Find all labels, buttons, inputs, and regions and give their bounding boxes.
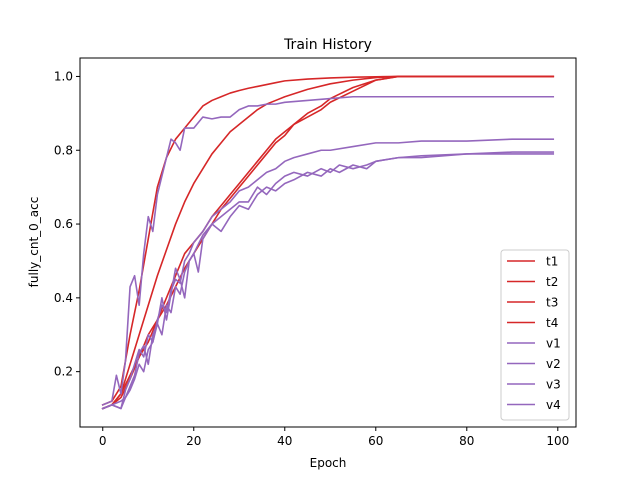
y-tick-label: 0.4 <box>54 291 73 305</box>
y-tick-label: 0.2 <box>54 365 73 379</box>
legend-label-v4: v4 <box>546 398 561 412</box>
legend-label-t1: t1 <box>546 255 558 269</box>
series-line-v2 <box>101 138 555 410</box>
legend-label-t2: t2 <box>546 275 558 289</box>
y-axis-ticks: 0.2 0.4 0.6 0.8 1.0 <box>54 69 80 379</box>
legend-label-v1: v1 <box>546 337 561 351</box>
legend-label-v3: v3 <box>546 378 561 392</box>
legend: t1 t2 t3 t4 v1 v2 v3 v4 <box>500 249 570 421</box>
series-line-v1 <box>101 95 555 406</box>
x-axis-label: Epoch <box>310 456 347 470</box>
x-tick-label: 20 <box>186 434 201 448</box>
legend-box <box>500 249 570 421</box>
chart-title: Train History <box>283 37 372 53</box>
y-axis-label: fully_cnt_0_acc <box>27 197 41 288</box>
legend-label-v2: v2 <box>546 357 561 371</box>
series-line-v4 <box>101 151 555 410</box>
plot-frame <box>79 57 577 428</box>
x-tick-label: 40 <box>277 434 292 448</box>
y-tick-label: 0.8 <box>54 143 73 157</box>
x-axis-ticks: 0 20 40 60 80 100 <box>99 427 569 448</box>
legend-label-t3: t3 <box>546 296 558 310</box>
y-tick-label: 0.6 <box>54 217 73 231</box>
series-line-v3 <box>101 153 555 410</box>
legend-label-t4: t4 <box>546 316 558 330</box>
x-tick-label: 60 <box>368 434 383 448</box>
x-tick-label: 0 <box>99 434 107 448</box>
series-line-t2 <box>101 75 555 410</box>
x-tick-label: 100 <box>546 434 569 448</box>
series-lines <box>101 75 555 410</box>
y-tick-label: 1.0 <box>54 69 73 83</box>
x-tick-label: 80 <box>459 434 474 448</box>
